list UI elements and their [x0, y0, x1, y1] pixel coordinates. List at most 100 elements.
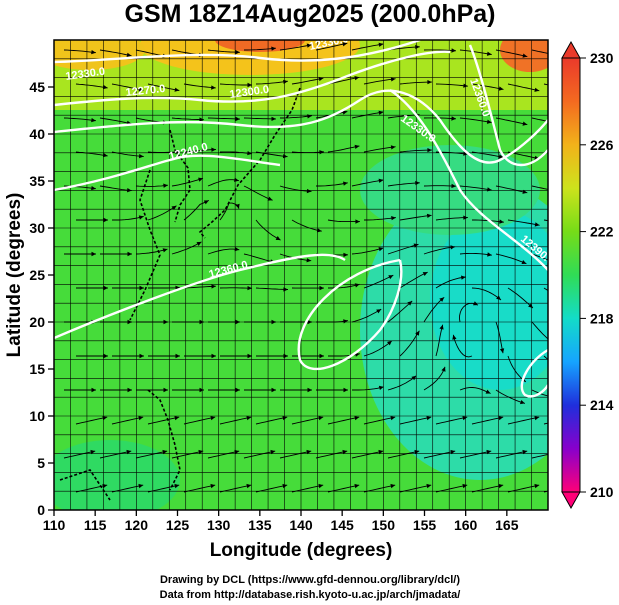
- streamline-arrow: [103, 217, 108, 223]
- streamline-arrow: [199, 387, 204, 393]
- streamline-arrow: [520, 400, 525, 405]
- streamline: [315, 42, 348, 51]
- streamline-arrow: [376, 309, 382, 314]
- streamline-arrow: [211, 284, 216, 289]
- streamline-arrow: [534, 415, 540, 421]
- streamline: [219, 484, 252, 493]
- y-tick-label: 5: [37, 455, 45, 471]
- streamline: [135, 184, 168, 187]
- streamline-arrow: [270, 449, 276, 455]
- streamline-arrow: [390, 415, 396, 421]
- streamline: [255, 80, 288, 85]
- streamline: [99, 117, 132, 125]
- streamline: [507, 416, 540, 425]
- streamline: [135, 248, 168, 255]
- colorbar-tick-label: 230: [590, 50, 614, 66]
- contour-line: [520, 348, 548, 398]
- streamline-arrow: [343, 252, 348, 258]
- streamline-arrow: [267, 196, 273, 201]
- streamline-arrow: [319, 150, 324, 155]
- streamline-arrow: [462, 483, 468, 489]
- streamline: [471, 416, 504, 425]
- streamline-arrow: [127, 387, 132, 393]
- streamline: [147, 416, 180, 425]
- x-tick-label: 145: [330, 517, 354, 533]
- coastlines: [59, 87, 301, 501]
- streamline: [471, 287, 502, 301]
- streamline-arrow: [390, 77, 396, 82]
- streamline-arrow: [355, 219, 360, 224]
- streamline: [423, 366, 446, 391]
- contour-line: [468, 44, 548, 167]
- streamline-arrow: [426, 483, 432, 489]
- streamline: [75, 484, 108, 493]
- colorbar-bottom-arrow: [561, 491, 581, 510]
- streamline: [147, 83, 180, 91]
- streamline: [207, 117, 241, 120]
- streamline: [435, 217, 468, 221]
- streamline: [244, 47, 276, 51]
- streamline: [219, 416, 252, 425]
- streamline-arrow: [461, 275, 466, 280]
- streamline: [423, 246, 456, 255]
- y-tick-label: 45: [29, 79, 45, 95]
- streamline-arrow: [211, 85, 216, 90]
- x-tick-label: 160: [454, 517, 478, 533]
- streamline: [399, 214, 432, 221]
- streamline-arrow: [378, 247, 384, 252]
- streamline: [351, 111, 384, 119]
- streamline: [279, 185, 312, 192]
- streamline: [423, 49, 457, 52]
- streamline-arrow: [211, 353, 216, 359]
- streamline-arrow: [127, 251, 132, 257]
- streamline-arrow: [354, 144, 360, 149]
- streamline: [495, 49, 528, 58]
- y-tick-label: 25: [29, 267, 45, 283]
- field-low-core: [430, 210, 548, 390]
- colorbar-top-arrow: [561, 40, 581, 59]
- streamline: [327, 219, 360, 223]
- streamline: [531, 389, 548, 397]
- streamline: [459, 387, 491, 394]
- streamline-arrow: [196, 241, 202, 246]
- streamline: [171, 117, 204, 121]
- streamline: [459, 185, 492, 191]
- streamline: [387, 182, 420, 187]
- streamline: [435, 276, 466, 289]
- streamline-arrow: [139, 154, 144, 159]
- colorbar-tick-label: 222: [590, 224, 614, 240]
- streamline-arrow: [163, 387, 168, 393]
- streamline-arrow: [198, 177, 203, 182]
- colorbar-ticks: 230 226 222 218 214 210: [580, 50, 614, 500]
- streamline-arrow: [126, 449, 132, 455]
- streamline: [507, 287, 534, 309]
- streamline: [328, 283, 360, 289]
- streamline-arrow: [210, 483, 216, 489]
- streamline: [399, 330, 420, 357]
- streamline-arrow: [174, 87, 180, 92]
- streamline: [507, 219, 540, 226]
- streamline-arrow: [450, 449, 456, 455]
- streamline: [280, 115, 312, 119]
- streamline-arrow: [234, 449, 240, 455]
- streamline-arrow: [439, 324, 444, 330]
- streamline-arrow: [487, 252, 492, 257]
- streamline-arrow: [354, 76, 360, 81]
- streamline: [327, 416, 360, 425]
- contour-line: [389, 89, 548, 271]
- streamline-arrow: [415, 330, 420, 336]
- streamline-arrow: [390, 145, 396, 150]
- streamline-arrow: [90, 449, 96, 455]
- streamline-arrow: [306, 188, 312, 194]
- streamline: [351, 43, 384, 51]
- streamline-arrow: [162, 248, 168, 253]
- streamline-arrow: [103, 153, 108, 158]
- x-tick-label: 110: [43, 517, 66, 533]
- streamline: [75, 151, 108, 157]
- streamline-arrow: [534, 483, 540, 489]
- streamline-arrow: [451, 183, 456, 189]
- colorbar-tick-label: 218: [590, 310, 614, 326]
- streamline: [219, 83, 252, 86]
- streamline-arrow: [342, 449, 348, 455]
- streamline-arrow: [235, 116, 240, 122]
